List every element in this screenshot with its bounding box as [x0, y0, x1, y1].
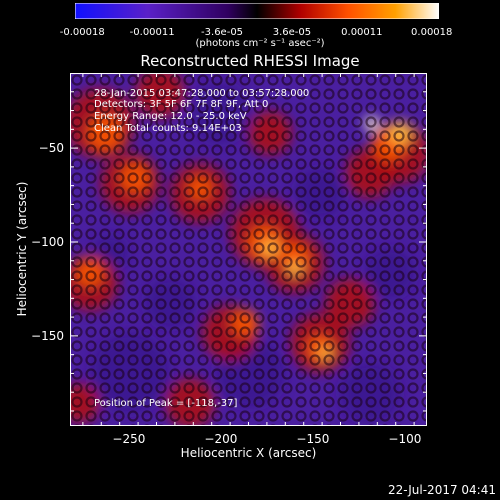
y-tick-label: −50 — [38, 141, 64, 156]
colorbar-tick-label: 0.00011 — [341, 27, 383, 38]
annotation-peak-position: Position of Peak = [-118,-37] — [94, 398, 238, 409]
chart-title: Reconstructed RHESSI Image — [140, 52, 360, 70]
heatmap-plot — [70, 73, 427, 426]
annotation-time-range: 28-Jan-2015 03:47:28.000 to 03:57:28.000 — [94, 88, 310, 99]
colorbar-units: (photons cm⁻² s⁻¹ asec⁻²) — [195, 38, 325, 49]
colorbar-tick-label: -0.00018 — [59, 27, 105, 38]
colorbar-tick-label: -0.00011 — [129, 27, 175, 38]
x-tick-label: −100 — [388, 432, 422, 446]
y-tick-label: −150 — [31, 328, 64, 343]
colorbar-tick-label: 3.6e-05 — [272, 27, 312, 38]
y-axis-label: Heliocentric Y (arcsec) — [15, 181, 29, 317]
annotation-energy-range: Energy Range: 12.0 - 25.0 keV — [94, 111, 247, 122]
y-tick-label: −100 — [31, 234, 64, 249]
colorbar — [75, 3, 439, 19]
annotation-detectors: Detectors: 3F 5F 6F 7F 8F 9F, Att 0 — [94, 99, 269, 110]
x-tick-label: −200 — [204, 432, 238, 446]
x-tick-label: −250 — [112, 432, 146, 446]
footer-timestamp: 22-Jul-2017 04:41 — [387, 483, 496, 497]
colorbar-tick-label: -3.6e-05 — [201, 27, 244, 38]
x-tick-label: −150 — [296, 432, 330, 446]
colorbar-tick-label: 0.00018 — [411, 27, 453, 38]
annotation-total-counts: Clean Total counts: 9.14E+03 — [94, 123, 242, 134]
x-axis-label: Heliocentric X (arcsec) — [180, 446, 317, 460]
